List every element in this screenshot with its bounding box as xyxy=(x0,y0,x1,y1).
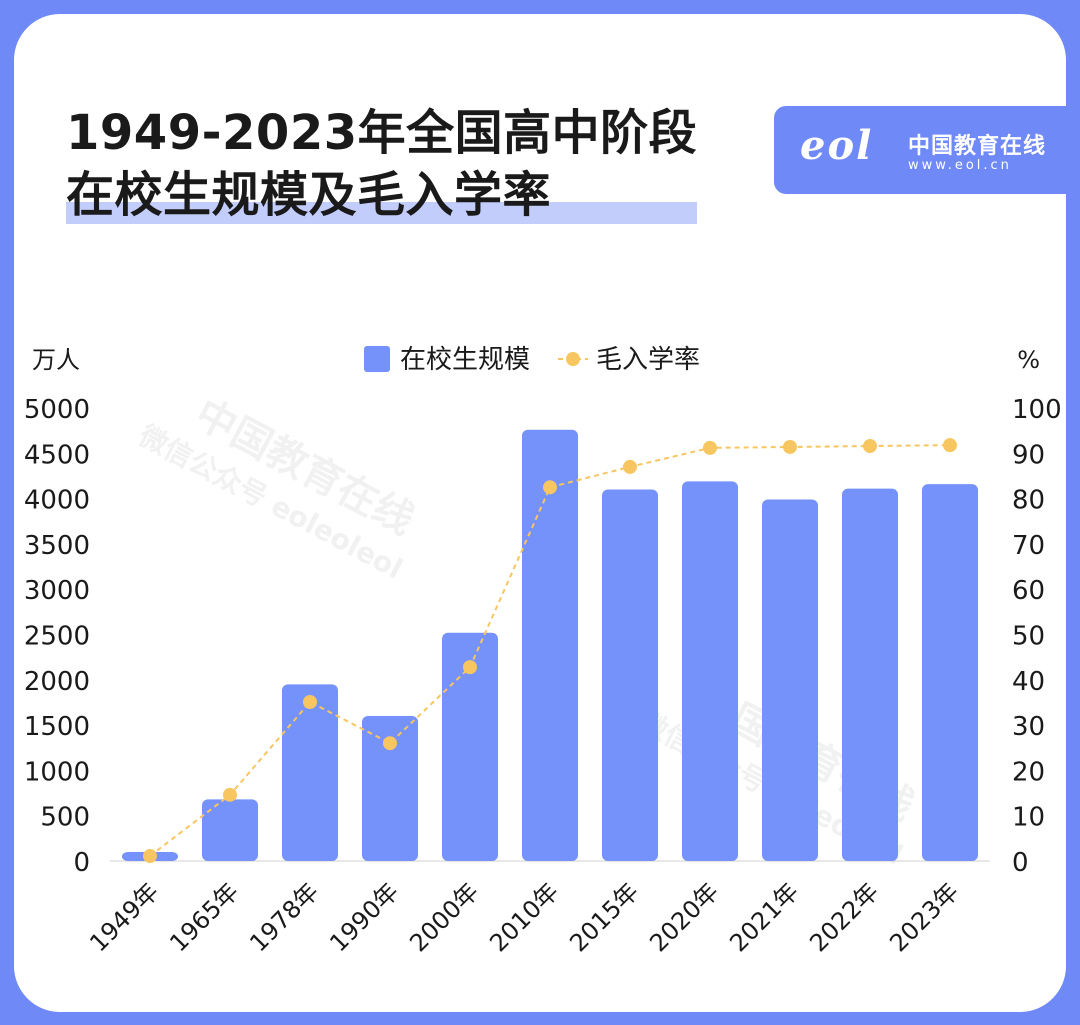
bar xyxy=(362,716,418,861)
y-left-tick: 4500 xyxy=(24,440,90,470)
x-tick-label: 2000年 xyxy=(404,877,484,957)
x-tick-label: 1978年 xyxy=(244,877,324,957)
chart-title: 1949-2023年全国高中阶段 在校生规模及毛入学率 xyxy=(66,102,698,226)
title-highlight xyxy=(66,202,698,224)
y-right-tick: 80 xyxy=(1012,486,1045,516)
rate-point xyxy=(623,459,637,474)
y-left-tick: 1500 xyxy=(24,712,90,742)
logo-mark: eol xyxy=(800,122,874,169)
rate-line xyxy=(149,444,951,857)
rate-point xyxy=(223,787,237,802)
legend-bar-label: 在校生规模 xyxy=(400,345,530,375)
bar xyxy=(842,488,898,861)
y-left-tick: 3500 xyxy=(24,531,90,561)
x-tick-label: 2020年 xyxy=(644,877,724,957)
y-right-tick: 100 xyxy=(1012,395,1062,425)
legend-bar-swatch xyxy=(364,346,390,372)
y-right-tick: 70 xyxy=(1012,531,1045,561)
x-tick-label: 2015年 xyxy=(564,877,644,957)
x-tick-label: 1949年 xyxy=(84,877,164,957)
y-right-tick: 90 xyxy=(1012,440,1045,470)
legend-line-label: 毛入学率 xyxy=(596,345,700,375)
y-right-tick: 50 xyxy=(1012,622,1045,652)
rate-point xyxy=(543,480,557,495)
y-left-unit: 万人 xyxy=(32,346,80,374)
x-tick-label: 1990年 xyxy=(324,877,404,957)
y-left-tick: 2500 xyxy=(24,622,90,652)
bar xyxy=(922,484,978,861)
y-right-tick: 30 xyxy=(1012,712,1045,742)
rate-point xyxy=(463,660,477,675)
y-left-tick: 3000 xyxy=(24,576,90,606)
bar xyxy=(522,429,578,861)
rate-point xyxy=(863,439,877,454)
y-right-unit: % xyxy=(1017,346,1040,374)
bar xyxy=(762,499,818,861)
title-line-2-text: 在校生规模及毛入学率 xyxy=(66,167,552,223)
title-line-1: 1949-2023年全国高中阶段 xyxy=(66,102,697,164)
y-right-tick: 0 xyxy=(1012,848,1029,878)
y-right-tick: 60 xyxy=(1012,576,1045,606)
y-left-tick: 5000 xyxy=(24,395,90,425)
bar xyxy=(282,684,338,861)
eol-logo: eol 中国教育在线 www.eol.cn xyxy=(774,106,1066,194)
legend-line-marker xyxy=(566,352,580,366)
bar xyxy=(442,632,498,861)
x-tick-label: 1965年 xyxy=(164,877,244,957)
y-left-tick: 500 xyxy=(40,803,90,833)
y-right-tick: 20 xyxy=(1012,757,1045,787)
logo-name: 中国教育在线 xyxy=(908,134,1047,159)
rate-point xyxy=(143,849,157,864)
title-line-2: 在校生规模及毛入学率 xyxy=(66,164,698,226)
x-tick-label: 2023年 xyxy=(884,877,964,957)
rate-point xyxy=(383,736,397,751)
y-right-tick: 10 xyxy=(1012,803,1045,833)
y-left-tick: 1000 xyxy=(24,757,90,787)
bar xyxy=(682,481,738,861)
x-tick-label: 2021年 xyxy=(724,877,804,957)
bar xyxy=(602,489,658,861)
rate-point xyxy=(303,694,317,709)
y-right-tick: 40 xyxy=(1012,667,1045,697)
x-tick-label: 2010年 xyxy=(484,877,564,957)
rate-point xyxy=(783,439,797,454)
title-line-1-text: 1949-2023年全国高中阶段 xyxy=(66,105,698,161)
y-left-tick: 0 xyxy=(73,848,90,878)
rate-point xyxy=(703,440,717,455)
bar xyxy=(202,799,258,861)
y-left-tick: 2000 xyxy=(24,667,90,697)
x-tick-label: 2022年 xyxy=(804,877,884,957)
logo-url: www.eol.cn xyxy=(908,158,1012,173)
rate-point xyxy=(943,438,957,453)
y-left-tick: 4000 xyxy=(24,486,90,516)
